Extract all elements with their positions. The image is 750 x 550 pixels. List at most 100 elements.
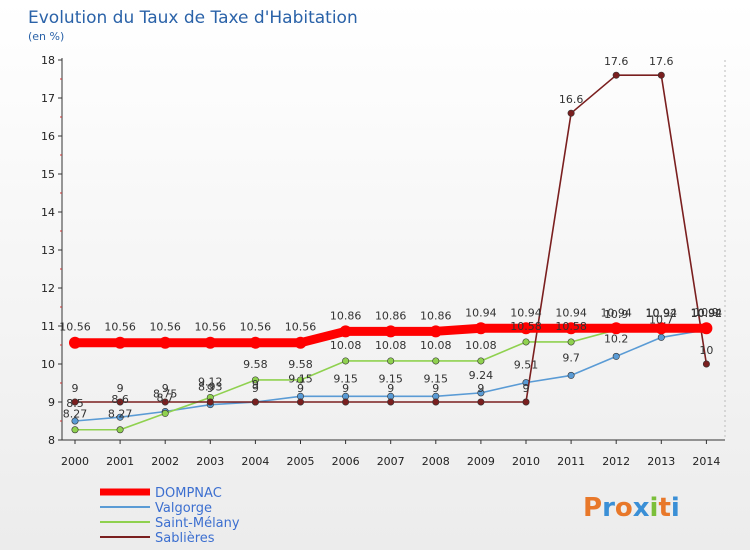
data-label: 9 xyxy=(432,382,439,395)
data-label: 9 xyxy=(297,382,304,395)
series-sabli-res xyxy=(71,71,710,406)
data-label: 9.58 xyxy=(243,358,268,371)
data-label: 17.6 xyxy=(604,55,629,68)
data-point xyxy=(339,325,352,338)
legend-label: DOMPNAC xyxy=(155,486,222,501)
data-point xyxy=(477,398,485,406)
y-tick-label: 17 xyxy=(41,92,55,105)
data-point xyxy=(432,398,440,406)
y-tick-label: 15 xyxy=(41,168,55,181)
data-label: 10.92 xyxy=(691,307,723,320)
data-label: 10.9 xyxy=(694,306,719,319)
data-label: 8.27 xyxy=(108,408,133,421)
data-point xyxy=(116,426,124,434)
data-label: 9 xyxy=(117,382,124,395)
chart-subtitle: (en %) xyxy=(28,30,64,43)
data-label: 9.51 xyxy=(514,359,539,372)
data-point xyxy=(296,398,304,406)
data-label: 16.6 xyxy=(559,93,584,106)
axes xyxy=(58,58,726,444)
data-point xyxy=(296,376,304,384)
data-label: 10.9 xyxy=(604,308,629,321)
data-point xyxy=(429,325,442,338)
data-point xyxy=(520,322,532,335)
data-point xyxy=(161,409,169,417)
data-label: 10.94 xyxy=(465,306,497,319)
data-point xyxy=(612,352,620,360)
data-label: 10.7 xyxy=(649,313,674,326)
x-tick-label: 2011 xyxy=(557,455,585,468)
data-label: 10.08 xyxy=(465,339,497,352)
data-label: 9 xyxy=(387,382,394,395)
data-label: 8.7 xyxy=(156,391,174,404)
data-label: 10.94 xyxy=(691,306,723,319)
x-tick-label: 2010 xyxy=(512,455,540,468)
x-tick-label: 2007 xyxy=(377,455,405,468)
data-label: 9.58 xyxy=(288,358,313,371)
proxiti-logo: Proxiti xyxy=(583,493,680,523)
data-label: 10.58 xyxy=(555,320,587,333)
data-point xyxy=(657,333,665,341)
data-label: 10.08 xyxy=(375,339,407,352)
data-label: 10 xyxy=(699,344,713,357)
data-label: 10.92 xyxy=(646,307,678,320)
x-tick-label: 2013 xyxy=(647,455,675,468)
data-label: 9 xyxy=(342,382,349,395)
data-point xyxy=(700,322,713,335)
data-label: 10.86 xyxy=(375,309,407,322)
data-label: 9.15 xyxy=(424,372,449,385)
data-label: 9.15 xyxy=(378,372,403,385)
data-point xyxy=(522,338,530,346)
data-label: 10.58 xyxy=(510,320,542,333)
data-point xyxy=(477,389,485,397)
y-tick-label: 8 xyxy=(48,434,55,447)
y-tick-label: 11 xyxy=(41,320,55,333)
data-point xyxy=(522,398,530,406)
data-point xyxy=(384,325,397,338)
data-point xyxy=(474,322,487,335)
x-tick-label: 2000 xyxy=(61,455,89,468)
data-label: 9.7 xyxy=(562,351,580,364)
legend-label: Sablières xyxy=(155,531,215,546)
data-label: 8.6 xyxy=(111,393,129,406)
data-point xyxy=(71,417,79,425)
legend-label: Valgorge xyxy=(155,501,212,516)
y-tick-label: 14 xyxy=(41,206,55,219)
data-point xyxy=(567,371,575,379)
x-tick-label: 2006 xyxy=(332,455,360,468)
data-label: 8.93 xyxy=(198,381,223,394)
data-point xyxy=(567,338,575,346)
data-point xyxy=(204,336,217,349)
y-tick-label: 18 xyxy=(41,54,55,67)
data-point xyxy=(116,413,124,421)
data-point xyxy=(610,322,623,335)
series-saint-m-lany xyxy=(71,325,710,434)
data-label: 9 xyxy=(162,382,169,395)
data-label: 9 xyxy=(523,382,530,395)
data-label: 9 xyxy=(252,382,259,395)
x-tick-label: 2014 xyxy=(692,455,720,468)
data-label: 9 xyxy=(207,382,214,395)
data-point xyxy=(161,398,169,406)
data-label: 8.5 xyxy=(66,397,84,410)
data-point xyxy=(342,357,350,365)
data-label: 10.86 xyxy=(330,309,362,322)
x-tick-label: 2004 xyxy=(241,455,269,468)
data-point xyxy=(251,376,259,384)
data-label: 10.56 xyxy=(240,321,272,334)
data-point xyxy=(565,322,578,335)
data-label: 9.12 xyxy=(198,375,223,388)
data-point xyxy=(294,336,307,349)
series-valgorge xyxy=(71,326,710,425)
tick-labels: 8 9 10 11 12 13 14 15 16 17 18 2000 2001 2002 2003 2004… xyxy=(41,54,720,468)
data-label: 10.08 xyxy=(330,339,362,352)
x-tick-label: 2009 xyxy=(467,455,495,468)
data-point xyxy=(116,398,124,406)
data-point xyxy=(567,109,575,117)
legend-label: Saint-Mélany xyxy=(155,516,240,531)
chart-title: Evolution du Taux de Taxe d'Habitation xyxy=(28,8,358,28)
